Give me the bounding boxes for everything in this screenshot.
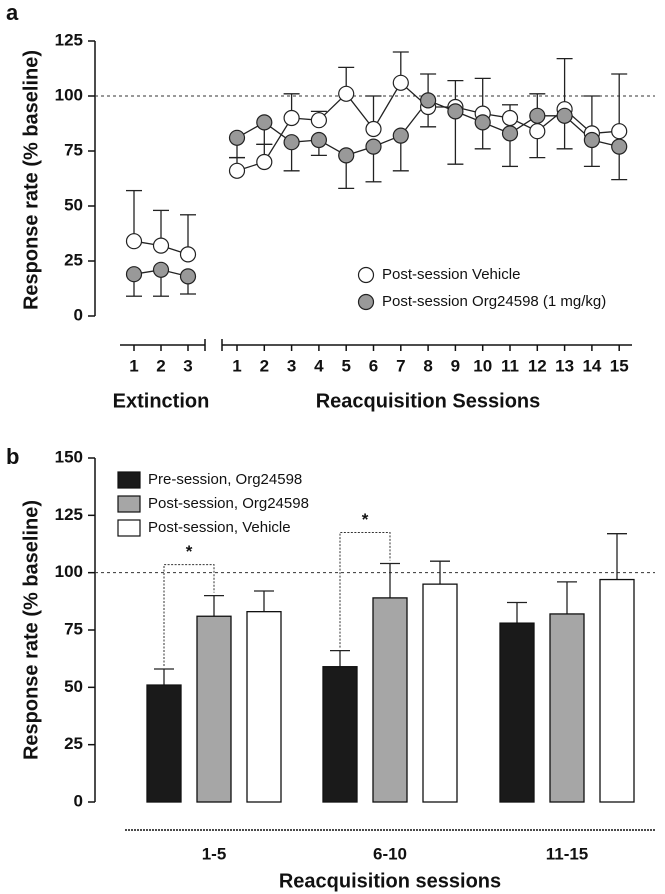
x-group-label: Reacquisition Sessions — [316, 390, 541, 412]
marker — [283, 134, 300, 151]
marker — [474, 114, 491, 131]
legend-marker — [357, 266, 375, 284]
y-tick-label: 100 — [55, 85, 83, 104]
x-axis-title: Reacquisition sessions — [279, 870, 501, 892]
legend-swatch — [117, 519, 141, 537]
significance-label: * — [186, 542, 193, 561]
marker — [283, 109, 300, 127]
bar — [372, 597, 408, 803]
x-tick-label: 1 — [232, 356, 241, 375]
marker — [611, 123, 628, 140]
x-tick-label: 3 — [287, 356, 296, 375]
x-tick-label: 12 — [528, 356, 547, 375]
legend-label: Pre-session, Org24598 — [148, 471, 302, 488]
x-tick-label: 1 — [129, 356, 138, 375]
marker — [447, 103, 464, 120]
y-tick-label: 0 — [74, 791, 83, 810]
y-tick-label: 75 — [64, 619, 83, 638]
y-tick-label: 50 — [64, 677, 83, 696]
marker — [152, 237, 170, 254]
marker — [583, 131, 601, 149]
legend-swatch — [117, 495, 141, 513]
marker — [501, 125, 519, 142]
x-tick-label: 3 — [183, 356, 192, 375]
marker — [392, 127, 409, 144]
marker — [179, 268, 197, 285]
legend-label: Post-session Vehicle — [382, 266, 520, 283]
legend-marker — [357, 293, 375, 311]
significance-bracket — [339, 531, 391, 648]
y-tick-label: 50 — [64, 195, 83, 214]
marker — [228, 129, 246, 146]
x-tick-label: 4 — [314, 356, 324, 375]
legend-label: Post-session Org24598 (1 mg/kg) — [382, 293, 606, 310]
legend-label: Post-session, Vehicle — [148, 519, 291, 536]
x-tick-label: 15 — [610, 356, 629, 375]
legend-swatch — [117, 471, 141, 489]
y-tick-label: 0 — [74, 305, 83, 324]
x-tick-label: 11 — [501, 356, 519, 375]
y-tick-label: 100 — [55, 562, 83, 581]
bar — [322, 666, 358, 803]
marker — [338, 85, 355, 102]
bar — [549, 613, 585, 803]
marker — [365, 120, 382, 138]
marker — [228, 162, 246, 179]
y-tick-label: 125 — [55, 30, 83, 49]
bar — [499, 622, 535, 803]
marker — [392, 74, 409, 91]
y-tick-label: 125 — [55, 505, 83, 524]
marker — [365, 138, 382, 155]
marker — [256, 114, 273, 131]
y-tick-label: 75 — [64, 140, 83, 159]
x-tick-label: 1-5 — [202, 844, 227, 863]
marker — [152, 261, 170, 278]
x-tick-label: 9 — [451, 356, 460, 375]
y-tick-label: 25 — [64, 250, 83, 269]
marker — [556, 107, 573, 124]
marker — [179, 246, 197, 263]
bar — [422, 583, 458, 803]
x-tick-label: 2 — [156, 356, 165, 375]
marker — [501, 109, 519, 127]
x-tick-label: 7 — [396, 356, 405, 375]
y-tick-label: 150 — [55, 447, 83, 466]
y-axis-title: Response rate (% baseline) — [20, 50, 42, 310]
x-tick-label: 11-15 — [546, 844, 589, 863]
marker — [420, 92, 437, 109]
x-tick-label: 2 — [260, 356, 269, 375]
x-tick-label: 5 — [341, 356, 350, 375]
bar — [146, 684, 182, 803]
y-axis-title: Response rate (% baseline) — [20, 500, 42, 760]
marker — [125, 233, 143, 250]
marker — [529, 123, 546, 140]
marker — [338, 147, 355, 164]
x-tick-label: 6 — [369, 356, 378, 375]
x-tick-label: 13 — [555, 356, 574, 375]
significance-label: * — [362, 510, 369, 529]
bar — [246, 611, 282, 803]
bar — [196, 615, 232, 803]
marker — [611, 138, 628, 155]
x-tick-label: 8 — [423, 356, 432, 375]
marker — [529, 107, 546, 124]
bar — [599, 578, 635, 803]
x-tick-label: 10 — [473, 356, 492, 375]
x-tick-label: 6-10 — [373, 844, 407, 863]
panel-label: b — [6, 444, 19, 469]
x-tick-label: 14 — [582, 356, 601, 375]
marker — [256, 153, 273, 171]
marker — [125, 266, 143, 283]
panel-label: a — [6, 0, 19, 25]
marker — [310, 131, 327, 149]
y-tick-label: 25 — [64, 734, 83, 753]
x-group-label: Extinction — [113, 390, 210, 412]
legend-label: Post-session, Org24598 — [148, 495, 309, 512]
significance-bracket — [163, 564, 215, 666]
marker — [310, 112, 327, 129]
